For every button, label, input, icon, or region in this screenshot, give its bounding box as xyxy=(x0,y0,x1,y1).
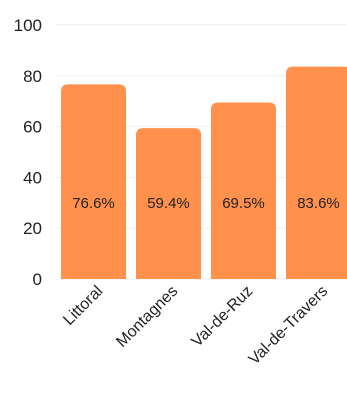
y-tick-label: 40 xyxy=(23,168,42,187)
y-tick-label: 60 xyxy=(23,118,42,137)
x-axis: Littoral Montagnes Val-de-RuzVal-de-Traver… xyxy=(60,283,331,369)
bar-littoral[interactable] xyxy=(61,84,126,279)
x-tick-label: Val-de-Travers xyxy=(246,283,332,369)
data-label: 69.5% xyxy=(222,195,265,212)
y-tick-label: 100 xyxy=(14,16,42,35)
x-tick-label: Littoral xyxy=(60,283,106,329)
x-tick-label: Montagnes xyxy=(113,283,181,351)
data-label: 83.6% xyxy=(297,195,340,212)
bar-val-de-travers[interactable] xyxy=(286,66,347,279)
data-label: 59.4% xyxy=(147,195,190,212)
y-tick-label: 20 xyxy=(23,219,42,238)
bars xyxy=(61,66,347,279)
data-label: 76.6% xyxy=(72,195,115,212)
x-tick-label: Val-de-Ruz xyxy=(189,283,257,351)
y-axis: 0 20 40 60 80 100 xyxy=(14,16,42,289)
bar-val-de-ruz[interactable] xyxy=(211,102,276,279)
y-tick-label: 80 xyxy=(23,67,42,86)
y-tick-label: 0 xyxy=(33,270,42,289)
bar-montagnes[interactable] xyxy=(136,128,201,279)
data-labels: 76.6% 59.4% 69.5% 83.6% xyxy=(72,195,340,212)
